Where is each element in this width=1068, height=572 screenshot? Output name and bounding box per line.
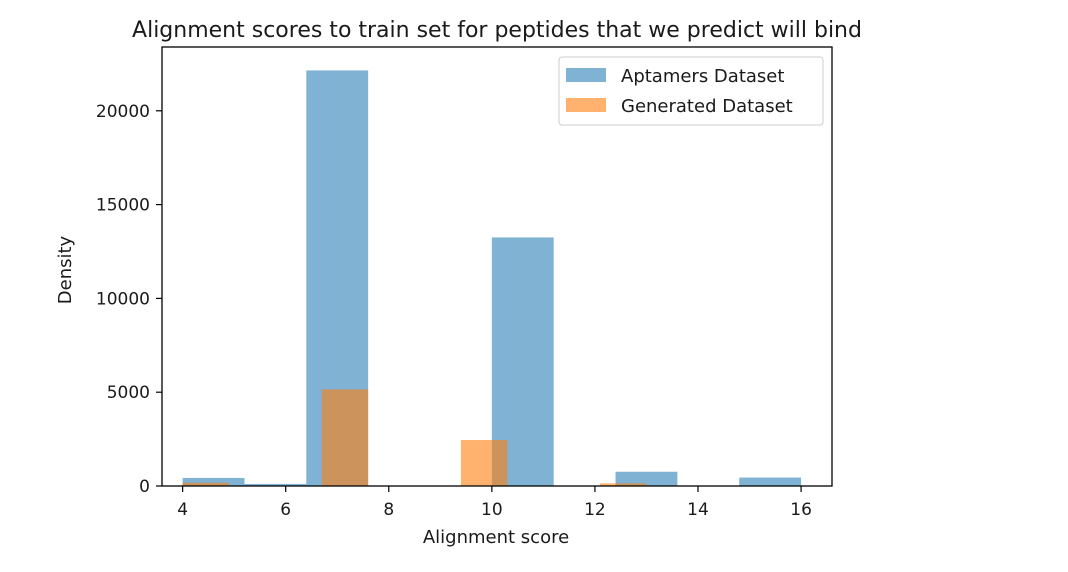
x-tick-label: 8 <box>383 500 394 520</box>
aptamers-dataset-bar-7 <box>615 471 678 486</box>
generated-dataset-bar-3 <box>321 389 369 486</box>
y-axis-ticks: 0 5000 10000 15000 20000 <box>96 102 162 497</box>
x-tick-label: 4 <box>177 500 188 520</box>
legend-label-generated: Generated Dataset <box>621 96 793 117</box>
legend-swatch-aptamers <box>566 68 606 82</box>
x-tick-label: 10 <box>481 500 503 520</box>
legend-frame <box>558 56 824 126</box>
generated-dataset-bar-0 <box>182 482 229 486</box>
x-tick-label: 12 <box>584 500 606 520</box>
legend: Aptamers Dataset Generated Dataset <box>558 56 824 126</box>
x-tick-label: 6 <box>280 500 291 520</box>
chart-title: Alignment scores to train set for peptid… <box>132 18 862 43</box>
y-tick-label: 20000 <box>96 102 150 122</box>
generated-dataset-bar-6 <box>460 440 508 486</box>
x-tick-label: 16 <box>790 500 812 520</box>
y-axis-label: Density <box>55 235 76 304</box>
aptamers-dataset-bar-9 <box>739 477 802 486</box>
legend-swatch-generated <box>566 98 606 112</box>
aptamers-dataset-bar-0 <box>182 477 245 486</box>
bars-layer <box>182 70 802 486</box>
axes-frame <box>161 46 833 487</box>
legend-label-aptamers: Aptamers Dataset <box>621 66 784 87</box>
generated-dataset-bar-9 <box>600 483 647 486</box>
y-tick-label: 10000 <box>96 289 150 309</box>
aptamers-dataset-bar-1 <box>244 483 307 486</box>
x-axis-ticks: 4 6 8 10 12 14 16 <box>177 486 812 520</box>
x-tick-label: 14 <box>687 500 709 520</box>
y-tick-label: 0 <box>139 477 150 497</box>
x-axis-label: Alignment score <box>423 527 569 548</box>
y-tick-label: 5000 <box>107 383 150 403</box>
y-tick-label: 15000 <box>96 196 150 216</box>
